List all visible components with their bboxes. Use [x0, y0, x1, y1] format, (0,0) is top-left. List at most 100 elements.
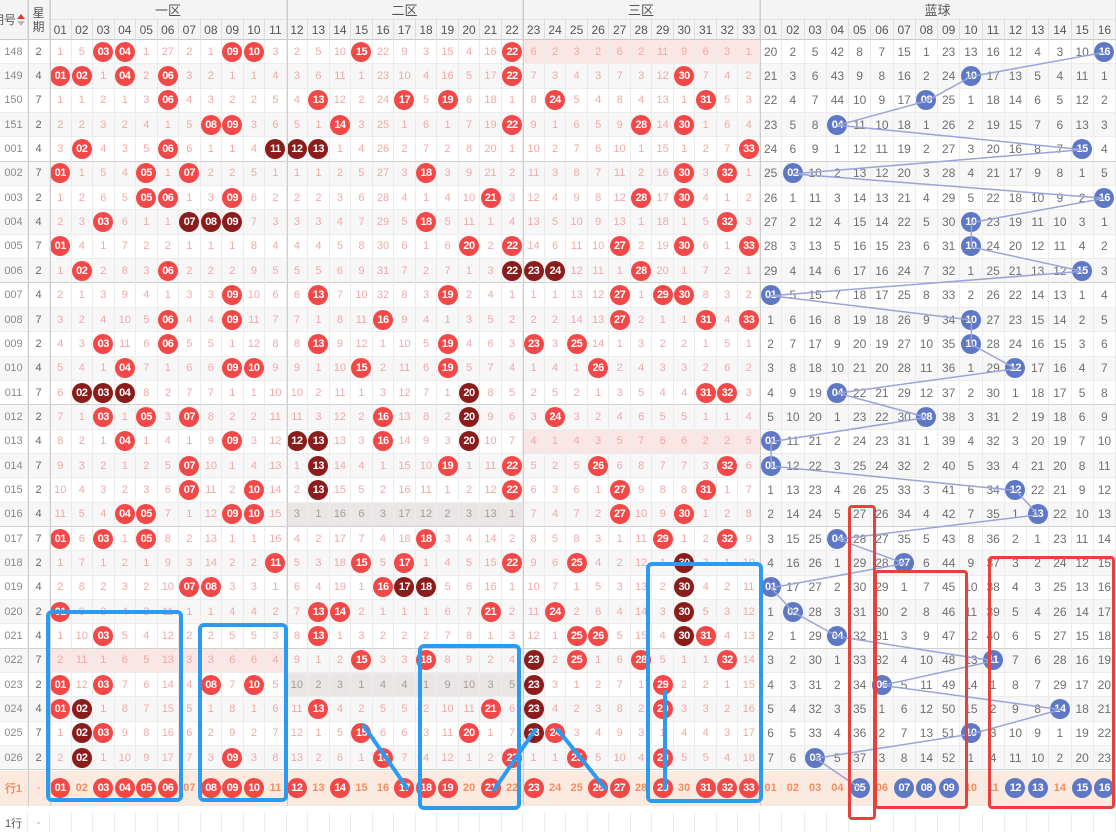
blue-cell: 14	[871, 210, 894, 235]
blue-cell: 13	[1027, 502, 1050, 527]
red-ball: 27	[609, 236, 630, 257]
blue-col-header: 05	[849, 20, 872, 40]
red-cell: 12	[394, 380, 416, 406]
blue-cell: 25	[760, 161, 783, 187]
red-cell: 4	[71, 356, 93, 381]
red-cell: 19	[437, 283, 459, 308]
red-cell: 23	[523, 697, 545, 722]
red-cell: 11	[652, 40, 674, 65]
blue-cell: 5	[782, 113, 805, 138]
red-cell: 17	[157, 746, 180, 771]
red-cell: 17	[394, 575, 416, 601]
blue-cell: 20	[893, 161, 916, 187]
red-ball: 02	[71, 139, 92, 160]
red-cell: 6	[695, 40, 717, 65]
blue-cell: 34	[938, 307, 961, 333]
red-cell: 31	[372, 259, 395, 284]
red-cell: 2	[200, 721, 223, 747]
red-cell: 5	[50, 356, 72, 381]
summary-red-cell: 10	[243, 771, 266, 806]
red-col-header: 01	[50, 20, 72, 40]
blue-cell: 8	[871, 64, 894, 89]
blue-cell: 18	[982, 88, 1005, 114]
red-cell: 13	[308, 137, 330, 162]
red-cell: 5	[114, 624, 137, 649]
red-cell: 11	[523, 600, 545, 625]
red-cell: 10	[458, 186, 481, 211]
zone2-title: 二区	[287, 0, 523, 20]
blue-cell: 17	[1027, 356, 1050, 381]
blue-cell: 18	[1049, 405, 1072, 430]
footer-cell	[459, 812, 481, 832]
red-cell: 3	[50, 137, 72, 162]
blue-cell: 3	[1071, 332, 1094, 357]
red-cell: 07	[179, 478, 201, 503]
red-cell: 12	[286, 721, 309, 747]
red-ball: 16	[372, 309, 393, 330]
red-cell: 06	[157, 64, 180, 89]
period-header-label: 期号	[0, 13, 16, 27]
blue-cell: 16	[1027, 332, 1050, 357]
red-cell: 13	[566, 283, 588, 308]
red-cell: 32	[716, 648, 739, 674]
red-cell: 1	[673, 648, 696, 674]
red-cell: 19	[652, 234, 674, 260]
red-cell: 7	[738, 478, 760, 503]
red-ball: 19	[437, 358, 458, 379]
red-cell: 5	[673, 405, 696, 430]
blue-cell: 29	[893, 380, 916, 406]
red-cell: 6	[265, 283, 287, 308]
blue-cell: 20	[760, 40, 783, 65]
red-ball: 07	[179, 479, 200, 500]
red-cell: 4	[415, 64, 438, 89]
red-cell: 25	[566, 648, 588, 674]
red-cell: 5	[437, 575, 459, 601]
sort-icon[interactable]	[17, 13, 25, 26]
footer-cell	[308, 812, 330, 832]
red-cell: 6	[200, 356, 223, 381]
blue-cell: 19	[871, 332, 894, 357]
red-cell: 8	[136, 721, 158, 747]
red-cell: 1	[93, 429, 115, 454]
red-cell: 06	[157, 88, 180, 114]
blue-cell: 21	[982, 161, 1005, 187]
week-cell: 4	[28, 210, 50, 235]
red-cell: 3	[265, 40, 287, 65]
red-ball: 03	[93, 528, 114, 549]
blue-cell: 12	[871, 161, 894, 187]
blue-cell: 23	[804, 478, 827, 503]
red-cell: 32	[716, 453, 739, 479]
red-cell: 24	[544, 600, 567, 625]
blue-cell: 27	[893, 332, 916, 357]
red-cell: 4	[71, 478, 93, 503]
red-cell: 4	[329, 210, 352, 235]
blue-cell: 2	[915, 64, 938, 89]
blue-cell: 3	[960, 405, 983, 430]
red-cell: 4	[243, 453, 266, 479]
red-col-header: 19	[437, 20, 459, 40]
red-cell: 14	[157, 673, 180, 698]
blue-cell: 22	[893, 210, 916, 235]
blue-cell: 35	[893, 527, 916, 552]
red-cell: 3	[372, 648, 395, 674]
footer-cell	[523, 812, 545, 832]
red-cell: 6	[179, 137, 201, 162]
period-column-header[interactable]: 期号	[0, 0, 28, 40]
red-cell: 5	[265, 88, 287, 114]
red-cell: 6	[544, 234, 567, 260]
blue-cell: 1	[960, 356, 983, 381]
blue-cell: 14	[1004, 88, 1027, 114]
summary-red-cell: 19	[437, 771, 459, 806]
red-ball: 17	[394, 90, 415, 111]
red-cell: 2	[458, 478, 481, 503]
red-cell: 9	[437, 673, 459, 698]
red-cell: 1	[609, 259, 631, 284]
footer-cell	[179, 812, 201, 832]
red-cell: 6	[738, 453, 760, 479]
red-cell: 9	[480, 405, 502, 430]
red-cell: 2	[695, 137, 717, 162]
blue-cell: 3	[915, 478, 938, 503]
period-cell: 004	[0, 210, 28, 235]
blue-cell: 16	[804, 307, 827, 333]
red-cell: 5	[329, 234, 352, 260]
